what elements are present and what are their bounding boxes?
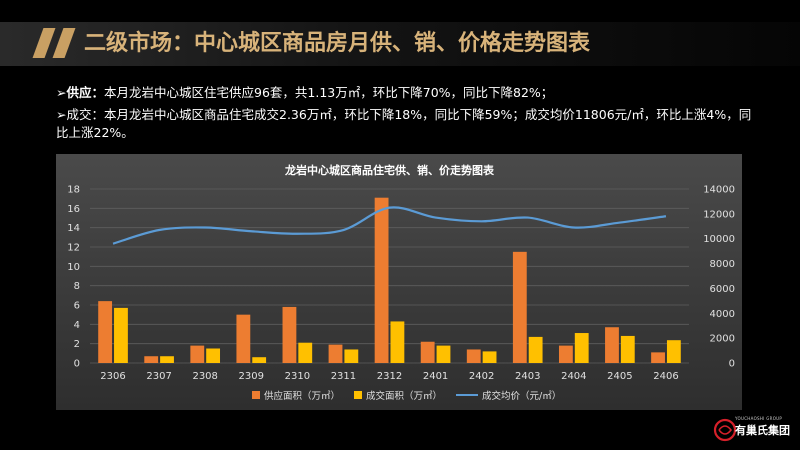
logo-swirl-icon [713, 418, 737, 442]
bar-deal [298, 342, 313, 363]
x-tick-label: 2312 [377, 371, 402, 382]
bar-deal [160, 356, 174, 363]
y-left-tick-label: 18 [67, 185, 80, 196]
y-right-tick-label: 6000 [710, 284, 735, 295]
x-tick-label: 2406 [653, 371, 678, 382]
bar-deal [620, 335, 635, 363]
bar-supply [144, 356, 159, 363]
bar-deal [252, 357, 267, 363]
x-tick-label: 2308 [192, 371, 217, 382]
x-tick-label: 2405 [607, 371, 632, 382]
y-left-tick-label: 14 [67, 223, 80, 234]
legend-label-deal: 成交面积（万㎡） [366, 390, 442, 402]
bar-deal [528, 336, 543, 363]
bar-deal [390, 321, 405, 363]
bar-supply [512, 251, 527, 363]
bullet-label: 供应： [66, 85, 104, 100]
y-right-tick-label: 4000 [710, 309, 735, 320]
bar-deal [666, 340, 681, 363]
bullet-supply: ➢供应：本月龙岩中心城区住宅供应96套，共1.13万㎡，环比下降70%，同比下降… [56, 84, 756, 102]
bar-deal [206, 348, 221, 363]
y-left-tick-label: 4 [74, 320, 80, 331]
x-tick-label: 2310 [285, 371, 310, 382]
x-tick-label: 2311 [331, 371, 356, 382]
x-tick-label: 2402 [469, 371, 494, 382]
legend-label-supply: 供应面积（万㎡） [264, 390, 340, 402]
bar-supply [651, 352, 665, 363]
bar-supply [374, 197, 389, 363]
y-right-tick-label: 12000 [703, 209, 735, 220]
arrow-bullet-icon: ➢ [56, 85, 67, 100]
legend-swatch-supply [252, 391, 260, 399]
bar-supply [236, 314, 251, 363]
y-left-tick-label: 8 [74, 281, 80, 292]
bar-supply [328, 344, 343, 363]
bar-supply [420, 341, 435, 363]
x-tick-label: 2404 [561, 371, 586, 382]
y-left-tick-label: 0 [74, 359, 80, 370]
y-right-tick-label: 8000 [710, 259, 735, 270]
y-left-tick-label: 6 [74, 301, 80, 312]
chart-panel: 龙岩中心城区商品住宅供、销、价走势图表 0 2 4 6 8 10 12 14 16 18 0 2000 4… [56, 154, 742, 410]
bullet-deal: ➢成交：本月龙岩中心城区商品住宅成交2.36万㎡，环比下降18%，同比下降59%… [56, 106, 756, 142]
x-tick-label: 2306 [100, 371, 125, 382]
bullet-text: 本月龙岩中心城区住宅供应96套，共1.13万㎡，环比下降70%，同比下降82%； [104, 85, 554, 100]
bar-supply [98, 301, 113, 363]
y-right-tick-label: 10000 [703, 234, 735, 245]
bar-deal [344, 349, 359, 363]
legend-label-price: 成交均价（元/㎡） [482, 390, 561, 402]
bar-supply [190, 345, 205, 363]
x-tick-label: 2403 [515, 371, 540, 382]
x-tick-label: 2401 [423, 371, 448, 382]
price-line [112, 206, 667, 245]
bar-deal [574, 333, 589, 363]
bar-deal [114, 307, 128, 363]
bar-supply [466, 349, 481, 363]
y-left-tick-label: 16 [67, 204, 80, 215]
y-left-tick-label: 12 [67, 243, 80, 254]
y-right-tick-label: 2000 [710, 334, 735, 345]
logo-subtext: YOUCHAOSHI GROUP [735, 416, 783, 421]
logo-text: 有巢氏集团 [735, 424, 790, 437]
bullet-text: 成交：本月龙岩中心城区商品住宅成交2.36万㎡，环比下降18%，同比下降59%；… [56, 107, 752, 140]
y-left-tick-label: 2 [74, 339, 80, 350]
bar-deal [436, 345, 451, 363]
bar-supply [605, 327, 619, 363]
y-right-tick-label: 14000 [703, 185, 735, 196]
x-tick-label: 2307 [146, 371, 171, 382]
legend-swatch-deal [354, 391, 362, 399]
page-title: 二级市场：中心城区商品房月供、销、价格走势图表 [84, 31, 591, 56]
bar-deal [482, 351, 497, 363]
bar-supply [282, 306, 297, 363]
summary-bullets: ➢供应：本月龙岩中心城区住宅供应96套，共1.13万㎡，环比下降70%，同比下降… [56, 84, 756, 146]
chart-title: 龙岩中心城区商品住宅供、销、价走势图表 [284, 163, 495, 177]
bar-supply [558, 345, 573, 363]
combo-chart: 龙岩中心城区商品住宅供、销、价走势图表 0 2 4 6 8 10 12 14 16 18 0 2000 4… [67, 163, 735, 402]
header-band [0, 22, 800, 66]
x-tick-label: 2309 [239, 371, 264, 382]
y-right-tick-label: 0 [729, 359, 735, 370]
arrow-bullet-icon: ➢ [56, 107, 67, 122]
y-left-tick-label: 10 [67, 262, 80, 273]
